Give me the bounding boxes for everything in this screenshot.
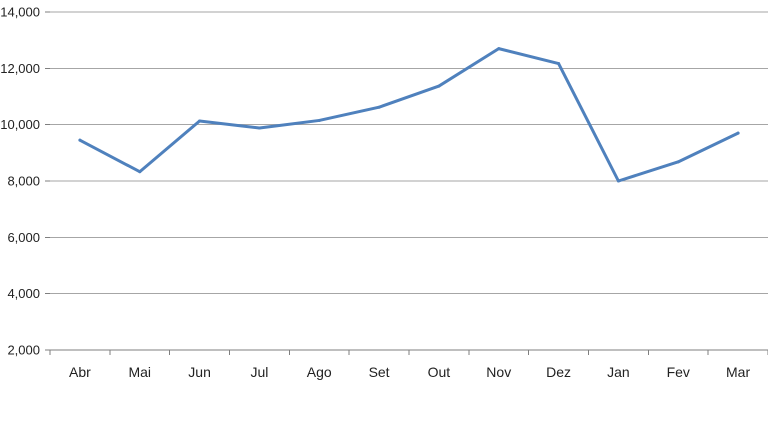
- x-tick-label-ago: Ago: [307, 364, 332, 380]
- x-tick-label-dez: Dez: [546, 364, 571, 380]
- data-point-jan: [616, 179, 620, 183]
- data-point-mar: [736, 131, 740, 135]
- y-tick-label-12000: 12,000: [0, 61, 40, 76]
- x-tick-label-abr: Abr: [69, 364, 91, 380]
- series-line-0: [78, 47, 740, 183]
- y-tick-label-6000: 6,000: [7, 230, 40, 245]
- gridlines: [50, 11, 768, 351]
- data-point-ago: [317, 118, 321, 122]
- data-point-nov: [497, 47, 501, 51]
- x-tick-label-fev: Fev: [667, 364, 690, 380]
- data-point-out: [437, 84, 441, 88]
- x-tick-label-jun: Jun: [188, 364, 211, 380]
- y-tick-label-14000: 14,000: [0, 5, 40, 20]
- x-tick-label-mar: Mar: [726, 364, 750, 380]
- data-point-fev: [676, 160, 680, 164]
- x-tick-label-nov: Nov: [486, 364, 511, 380]
- x-tick-label-jan: Jan: [607, 364, 630, 380]
- data-point-abr: [78, 138, 82, 142]
- x-tick-label-jul: Jul: [250, 364, 268, 380]
- x-tick-label-out: Out: [428, 364, 451, 380]
- y-tick-label-10000: 10,000: [0, 117, 40, 132]
- data-point-mai: [138, 170, 142, 174]
- y-tick-label-2000: 2,000: [7, 343, 40, 358]
- y-axis-tick-labels: 2,000 4,000 6,000 8,000 10,000 12,000 14,000: [0, 5, 40, 358]
- data-point-dez: [557, 62, 561, 66]
- x-tick-label-set: Set: [369, 364, 390, 380]
- y-tick-label-4000: 4,000: [7, 286, 40, 301]
- data-point-set: [377, 105, 381, 109]
- data-point-jun: [198, 119, 202, 123]
- x-tick-label-mai: Mai: [128, 364, 151, 380]
- series-group: [78, 47, 740, 183]
- x-axis-tick-labels: Abr Mai Jun Jul Ago Set Out Nov Dez Jan Fev Mar: [69, 364, 750, 380]
- data-point-jul: [257, 126, 261, 130]
- x-axis: [45, 11, 768, 355]
- y-tick-label-8000: 8,000: [7, 174, 40, 189]
